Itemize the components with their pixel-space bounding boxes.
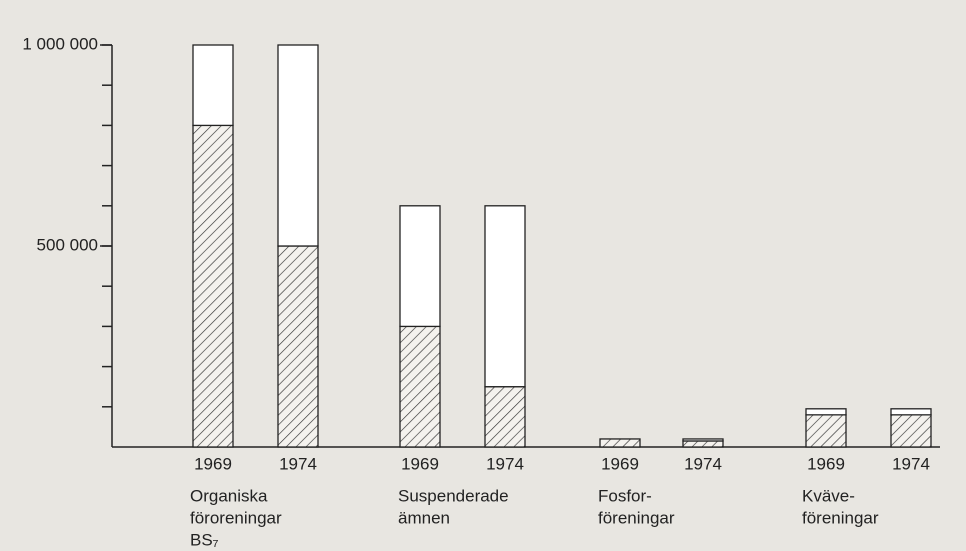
bar-segment: [484, 205, 526, 388]
group-label: föroreningar: [190, 508, 282, 527]
x-tick-label: 1974: [892, 454, 930, 473]
bar-segment: [399, 205, 441, 328]
bar-segment: [890, 414, 932, 448]
x-tick-label: 1974: [684, 454, 722, 473]
group-label: föreningar: [598, 508, 675, 527]
bar-segment: [890, 408, 932, 416]
group-label: föreningar: [802, 508, 879, 527]
bar-segment: [599, 438, 641, 448]
x-tick-label: 1969: [807, 454, 845, 473]
x-tick-label: 1974: [486, 454, 524, 473]
x-tick-label: 1974: [279, 454, 317, 473]
bar-segment: [682, 440, 724, 448]
group-label: Suspenderade: [398, 486, 509, 505]
x-tick-label: 1969: [401, 454, 439, 473]
bar-segment: [192, 44, 234, 127]
bar-segment: [682, 438, 724, 442]
group-label: BS₇: [190, 530, 219, 549]
y-tick-label: 1 000 000: [22, 34, 98, 53]
bar-segment: [192, 124, 234, 448]
bar-segment: [399, 325, 441, 448]
group-label: Kväve-: [802, 486, 855, 505]
bar-segment: [484, 386, 526, 448]
bar-segment: [805, 408, 847, 416]
x-tick-label: 1969: [601, 454, 639, 473]
group-label: Fosfor-: [598, 486, 652, 505]
group-label: ämnen: [398, 508, 450, 527]
bar-segment: [277, 245, 319, 448]
bar-segment: [277, 44, 319, 247]
y-tick-label: 500 000: [37, 235, 98, 254]
x-tick-label: 1969: [194, 454, 232, 473]
bar-segment: [805, 414, 847, 448]
group-label: Organiska: [190, 486, 268, 505]
